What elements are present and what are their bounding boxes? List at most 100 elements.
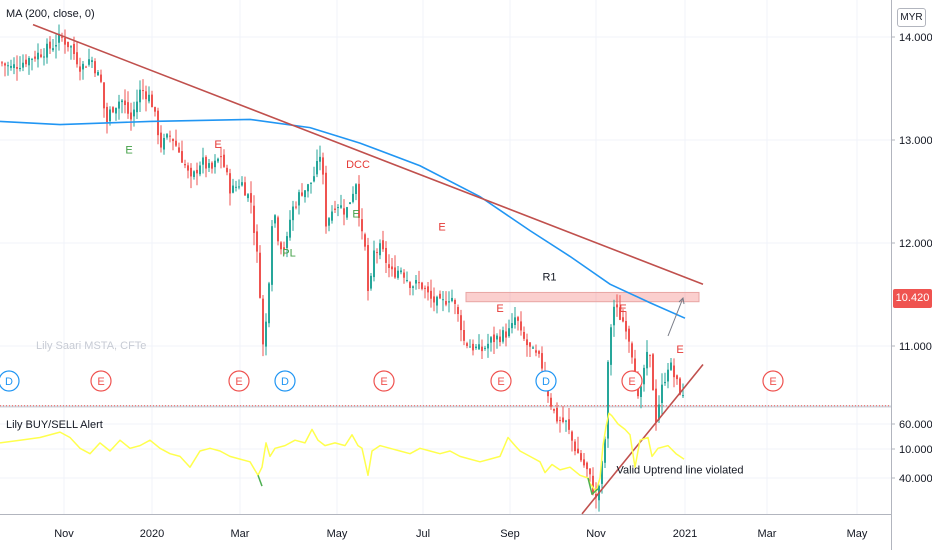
candle-body [142, 90, 144, 92]
candle-body [94, 61, 96, 74]
candle-body [40, 54, 42, 57]
resistance-zone-label: R1 [542, 271, 556, 283]
candle-body [148, 94, 150, 102]
candle-body [328, 218, 330, 226]
candle-body [133, 109, 135, 117]
candle-body [502, 330, 504, 342]
candle-body [226, 167, 228, 173]
marker-letter: E [769, 376, 776, 388]
candle-body [340, 205, 342, 208]
marker-circle [762, 370, 784, 392]
currency-badge[interactable]: MYR [897, 8, 926, 27]
candle-body [127, 102, 129, 114]
candle-body [670, 362, 672, 370]
candle-body [187, 165, 189, 171]
dividend-marker[interactable]: D [535, 370, 557, 392]
candle-body [259, 252, 261, 298]
candle-body [247, 194, 249, 199]
candle-body [163, 137, 165, 150]
candle-event-label: DCC [346, 159, 370, 171]
candle-body [556, 407, 558, 422]
candles-layer [1, 24, 684, 512]
dividend-marker[interactable]: D [274, 370, 296, 392]
candle-body [592, 475, 594, 494]
candle-body [28, 58, 30, 66]
candle-body [370, 275, 372, 289]
candle-body [343, 208, 345, 215]
earnings-marker[interactable]: E [90, 370, 112, 392]
candle-body [19, 67, 21, 70]
candle-body [292, 206, 294, 221]
candle-body [640, 386, 642, 397]
candle-body [451, 297, 453, 302]
candle-body [409, 282, 411, 288]
price-tick-label: 13.000 [899, 135, 932, 147]
candle-body [562, 417, 564, 422]
time-tick-label: 2020 [140, 528, 164, 540]
candle-body [286, 236, 288, 248]
dividend-marker[interactable]: D [0, 370, 20, 392]
candle-body [505, 331, 507, 338]
candle-body [316, 161, 318, 175]
candle-body [157, 110, 159, 136]
time-tick-label: Mar [758, 528, 777, 540]
marker-letter: D [5, 376, 13, 388]
candle-body [310, 182, 312, 184]
candle-body [634, 358, 636, 377]
candle-body [313, 176, 315, 182]
time-tick-label: Nov [54, 528, 74, 540]
candle-body [574, 441, 576, 452]
candle-body [577, 448, 579, 454]
candle-body [301, 192, 303, 196]
candle-body [388, 264, 390, 268]
candle-body [568, 419, 570, 430]
earnings-marker[interactable]: E [621, 370, 643, 392]
earnings-marker[interactable]: E [228, 370, 250, 392]
candle-body [430, 290, 432, 299]
candle-body [655, 388, 657, 423]
candle-body [115, 107, 117, 114]
candle-body [190, 167, 192, 177]
candle-event-label: E [125, 144, 132, 156]
candle-event-label: E [438, 222, 445, 234]
candle-body [277, 217, 279, 242]
candle-body [673, 365, 675, 378]
candle-body [199, 165, 201, 175]
candle-body [91, 60, 93, 62]
candle-body [382, 240, 384, 250]
candle-body [610, 327, 612, 365]
candle-body [379, 243, 381, 256]
time-tick-label: May [327, 528, 348, 540]
candle-body [664, 381, 666, 384]
last-price-label: 10.420 [893, 289, 932, 308]
marker-circle [228, 370, 250, 392]
candle-body [424, 287, 426, 289]
candle-body [121, 100, 123, 103]
oscillator-title: Lily BUY/SELL Alert [6, 419, 103, 431]
candle-body [433, 296, 435, 303]
earnings-marker[interactable]: E [373, 370, 395, 392]
candle-event-label: PL [282, 247, 295, 259]
candle-body [550, 397, 552, 407]
candle-body [49, 41, 51, 49]
candle-body [532, 347, 534, 349]
candle-body [628, 328, 630, 342]
candle-body [448, 301, 450, 303]
candle-body [64, 38, 66, 45]
candle-body [394, 267, 396, 278]
candle-body [70, 46, 72, 48]
candle-body [214, 160, 216, 168]
earnings-marker[interactable]: E [762, 370, 784, 392]
earnings-marker[interactable]: E [490, 370, 512, 392]
candle-body [280, 242, 282, 250]
candle-body [73, 43, 75, 55]
time-tick-label: Nov [586, 528, 606, 540]
candle-body [358, 183, 360, 218]
candle-body [256, 231, 258, 252]
candle-body [229, 173, 231, 194]
candle-body [406, 279, 408, 281]
candle-body [265, 321, 267, 347]
candle-body [484, 347, 486, 349]
candle-body [445, 300, 447, 305]
